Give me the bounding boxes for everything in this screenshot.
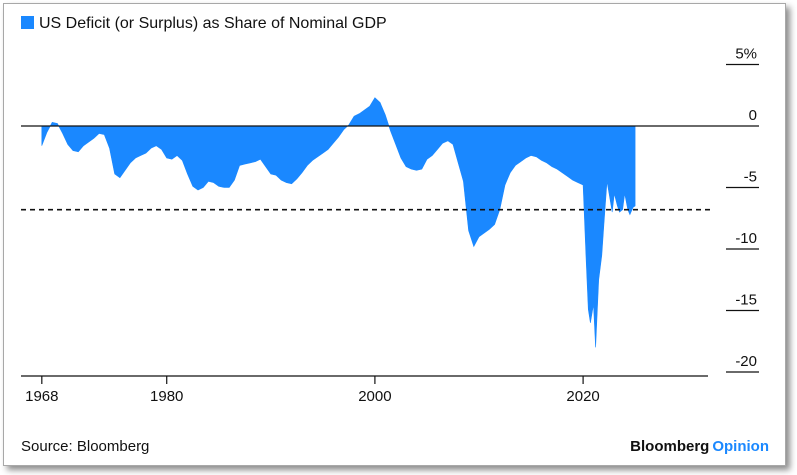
x-tick-label: 1968 — [25, 388, 58, 405]
y-tick-label: -10 — [735, 230, 757, 247]
brand-logo: Bloomberg Opinion — [630, 438, 769, 455]
x-tick-label: 2000 — [358, 388, 391, 405]
chart-frame: US Deficit (or Surplus) as Share of Nomi… — [3, 3, 786, 466]
y-axis: 5% 0 -5 -10 -15 -20 — [726, 46, 759, 373]
y-tick-label: -15 — [735, 292, 757, 309]
footer: Source: Bloomberg Bloomberg Opinion — [21, 438, 769, 455]
plot-area — [41, 97, 636, 348]
chart-canvas: US Deficit (or Surplus) as Share of Nomi… — [21, 15, 769, 455]
reference-lines — [21, 125, 759, 211]
x-tick-label: 2020 — [566, 388, 599, 405]
brand-logo-sub: Opinion — [712, 438, 769, 455]
x-axis: 1968 1980 2000 2020 — [21, 375, 708, 405]
series-area-0 — [41, 97, 636, 348]
legend: US Deficit (or Surplus) as Share of Nomi… — [21, 15, 387, 32]
x-tick-label: 1980 — [150, 388, 183, 405]
y-tick-label: -5 — [744, 169, 757, 186]
y-tick-label: 0 — [749, 107, 757, 124]
y-tick-label: 5% — [735, 46, 757, 63]
legend-label: US Deficit (or Surplus) as Share of Nomi… — [39, 15, 387, 32]
source-note: Source: Bloomberg — [21, 438, 149, 455]
y-tick-label: -20 — [735, 353, 757, 370]
brand-logo-main: Bloomberg — [630, 438, 709, 455]
legend-swatch — [21, 16, 34, 29]
